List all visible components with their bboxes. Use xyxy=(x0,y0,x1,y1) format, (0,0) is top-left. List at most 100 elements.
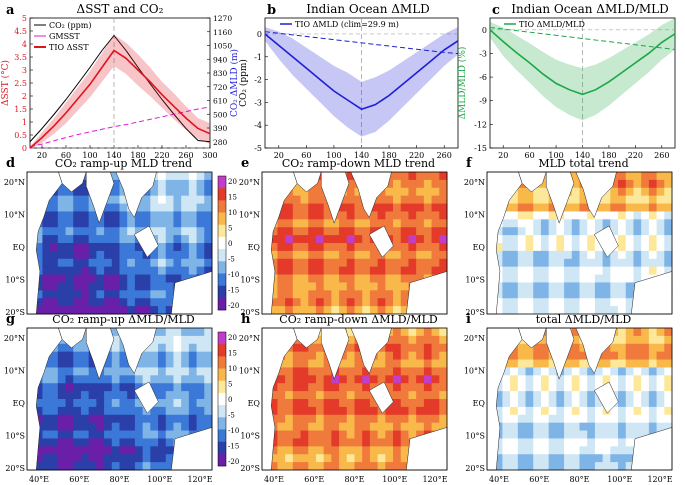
map-i-cell xyxy=(533,359,542,368)
map-f-cell xyxy=(633,274,642,283)
map-h-cell xyxy=(354,383,363,392)
series-0-line xyxy=(29,34,211,143)
map-i-cell xyxy=(548,414,557,424)
map-h-cell xyxy=(377,351,386,360)
map-i-cell xyxy=(548,438,557,447)
map-f-cell xyxy=(602,298,611,307)
map-h-cell xyxy=(300,414,309,424)
map-g-cell xyxy=(42,383,51,392)
map-f-cell xyxy=(641,172,650,181)
map-g-cell xyxy=(80,399,90,408)
map-i-cell xyxy=(656,343,665,353)
map-e-cell xyxy=(315,227,325,236)
map-f-cell xyxy=(540,187,550,197)
map-h-cell xyxy=(300,399,309,408)
map-d-cell xyxy=(73,243,82,252)
map-h-cell xyxy=(339,383,348,392)
map-g-cell xyxy=(42,462,51,471)
map-d-cell xyxy=(165,203,174,212)
map-h-cell xyxy=(285,446,294,455)
map-g-cell xyxy=(127,399,136,408)
map-d-cell xyxy=(181,266,190,275)
map-e-cell xyxy=(408,203,417,212)
map-d-cell xyxy=(204,219,213,228)
map-h-cell xyxy=(377,462,386,471)
map-d-cell xyxy=(42,243,51,252)
map-i-cell xyxy=(517,438,526,447)
map-g-cell xyxy=(158,454,167,463)
map-i-cell xyxy=(641,414,650,424)
map-e-cell xyxy=(308,219,317,228)
map-i-cell xyxy=(648,383,657,392)
map-h-cell xyxy=(431,359,440,368)
map-e-cell xyxy=(385,195,394,204)
map-i-lat-label: 20°S xyxy=(465,464,485,473)
map-d-cell xyxy=(73,195,82,204)
map-f-cell xyxy=(548,211,557,220)
map-e-cell xyxy=(308,250,317,260)
map-g-cell xyxy=(104,359,113,368)
colorbar-0-segment xyxy=(218,200,226,213)
map-d-cell xyxy=(96,290,105,299)
map-g-cell xyxy=(142,359,151,368)
map-e-cell xyxy=(331,266,340,275)
map-f-cell xyxy=(648,203,657,212)
colorbar-1-segment xyxy=(218,453,226,467)
map-h-cell xyxy=(393,359,402,368)
map-g-cell xyxy=(158,375,167,384)
map-d-cell xyxy=(165,274,174,283)
map-g-cell xyxy=(88,414,97,424)
map-d-cell xyxy=(88,250,97,260)
map-h-cell xyxy=(292,383,301,392)
map-e-cell xyxy=(400,243,409,252)
map-h-cell xyxy=(323,438,332,447)
map-f-cell xyxy=(610,250,619,260)
map-e-cell xyxy=(346,266,355,275)
map-i-cell xyxy=(571,328,580,337)
map-i-cell xyxy=(618,446,627,455)
map-i-cell xyxy=(510,391,519,400)
map-f-cell xyxy=(525,219,534,228)
map-i-cell xyxy=(648,414,657,424)
map-i-cell xyxy=(571,438,580,447)
map-g-cell xyxy=(150,454,159,463)
map-f-cell xyxy=(625,258,634,268)
map-g-cell xyxy=(142,422,151,431)
map-e-cell xyxy=(277,235,286,244)
map-e-cell xyxy=(354,266,363,275)
map-f-cell xyxy=(664,203,673,212)
map-e-cell xyxy=(285,306,294,315)
map-g-cell xyxy=(65,422,74,431)
map-h-cell xyxy=(369,406,379,416)
map-d-cell xyxy=(65,298,74,307)
map-g-cell xyxy=(188,359,197,368)
map-i-cell xyxy=(548,359,557,368)
map-g-cell xyxy=(88,367,97,376)
map-i-cell xyxy=(502,438,511,447)
panel-b-letter: b xyxy=(267,3,276,18)
map-e-cell xyxy=(292,195,301,204)
map-g-cell xyxy=(165,422,174,431)
map-d-cell xyxy=(181,258,190,268)
map-e-cell xyxy=(393,187,402,197)
map-h-cell xyxy=(331,414,340,424)
map-e-cell xyxy=(416,258,425,268)
map-e-cell xyxy=(408,243,417,252)
map-d-cell xyxy=(57,306,66,315)
map-i-cell xyxy=(625,399,634,408)
map-h-cell xyxy=(362,438,371,447)
map-d-cell xyxy=(150,195,159,204)
map-g-cell xyxy=(42,438,51,447)
map-f-cell xyxy=(656,250,665,260)
map-d-cell xyxy=(150,306,159,315)
map-h-cell xyxy=(308,367,317,376)
map-f-cell xyxy=(664,258,673,268)
map-d-cell xyxy=(57,282,66,291)
map-e-cell xyxy=(354,250,363,260)
map-g-cell xyxy=(158,438,167,447)
map-g-cell xyxy=(196,343,205,353)
map-f-cell xyxy=(571,211,580,220)
map-f-cell xyxy=(664,187,673,197)
map-i-cell xyxy=(610,414,619,424)
